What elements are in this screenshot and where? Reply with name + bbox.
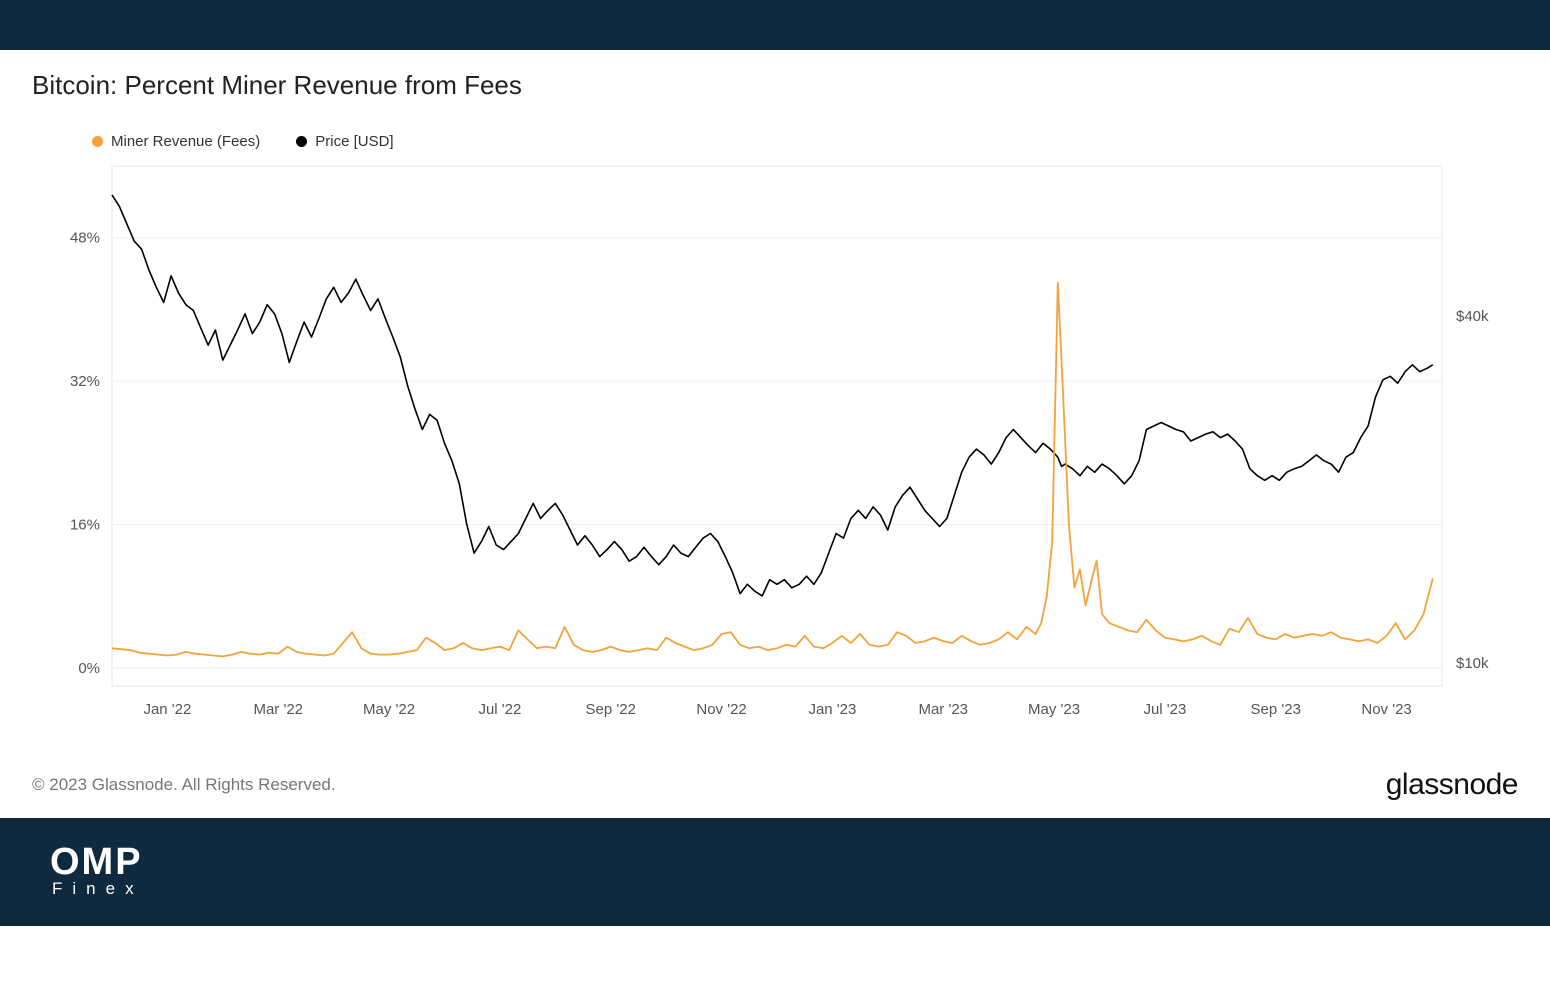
legend-item-price: Price [USD]	[296, 133, 393, 150]
svg-text:Jan '23: Jan '23	[808, 701, 856, 718]
svg-text:48%: 48%	[70, 230, 100, 247]
legend-label-price: Price [USD]	[315, 133, 393, 150]
svg-text:Nov '23: Nov '23	[1361, 701, 1411, 718]
svg-text:Sep '23: Sep '23	[1251, 701, 1301, 718]
glassnode-logo: glassnode	[1386, 768, 1518, 802]
footer-row: © 2023 Glassnode. All Rights Reserved. g…	[0, 746, 1550, 818]
svg-text:Jul '23: Jul '23	[1143, 701, 1186, 718]
svg-text:Jan '22: Jan '22	[143, 701, 191, 718]
svg-text:Sep '22: Sep '22	[586, 701, 636, 718]
chart-title: Bitcoin: Percent Miner Revenue from Fees	[32, 70, 1518, 101]
copyright-text: © 2023 Glassnode. All Rights Reserved.	[32, 775, 336, 795]
fees-line	[112, 283, 1433, 657]
price-line	[112, 195, 1433, 596]
svg-text:$40k: $40k	[1456, 308, 1489, 325]
svg-text:May '23: May '23	[1028, 701, 1080, 718]
bottom-dark-bar: OMP Finex	[0, 818, 1550, 926]
plot-area: 0% 16% 32% 48% $10k $40k Jan '22 Mar '22 May '22…	[32, 156, 1518, 736]
svg-text:Mar '22: Mar '22	[253, 701, 303, 718]
top-dark-bar	[0, 0, 1550, 50]
omp-logo-top: OMP	[50, 845, 144, 879]
chart-container: Bitcoin: Percent Miner Revenue from Fees…	[0, 50, 1550, 746]
legend-dot-price	[296, 136, 307, 147]
svg-text:16%: 16%	[70, 517, 100, 534]
legend-dot-fees	[92, 136, 103, 147]
omp-logo-bottom: Finex	[52, 879, 144, 899]
svg-text:0%: 0%	[78, 660, 100, 677]
svg-text:Mar '23: Mar '23	[918, 701, 968, 718]
legend-label-fees: Miner Revenue (Fees)	[111, 133, 260, 150]
legend: Miner Revenue (Fees) Price [USD]	[92, 133, 1518, 150]
line-chart: 0% 16% 32% 48% $10k $40k Jan '22 Mar '22 May '22…	[32, 156, 1518, 736]
svg-text:$10k: $10k	[1456, 655, 1489, 672]
svg-text:Jul '22: Jul '22	[478, 701, 521, 718]
omp-logo: OMP Finex	[50, 845, 144, 899]
svg-text:Nov '22: Nov '22	[696, 701, 746, 718]
svg-text:32%: 32%	[70, 373, 100, 390]
svg-text:May '22: May '22	[363, 701, 415, 718]
legend-item-fees: Miner Revenue (Fees)	[92, 133, 260, 150]
